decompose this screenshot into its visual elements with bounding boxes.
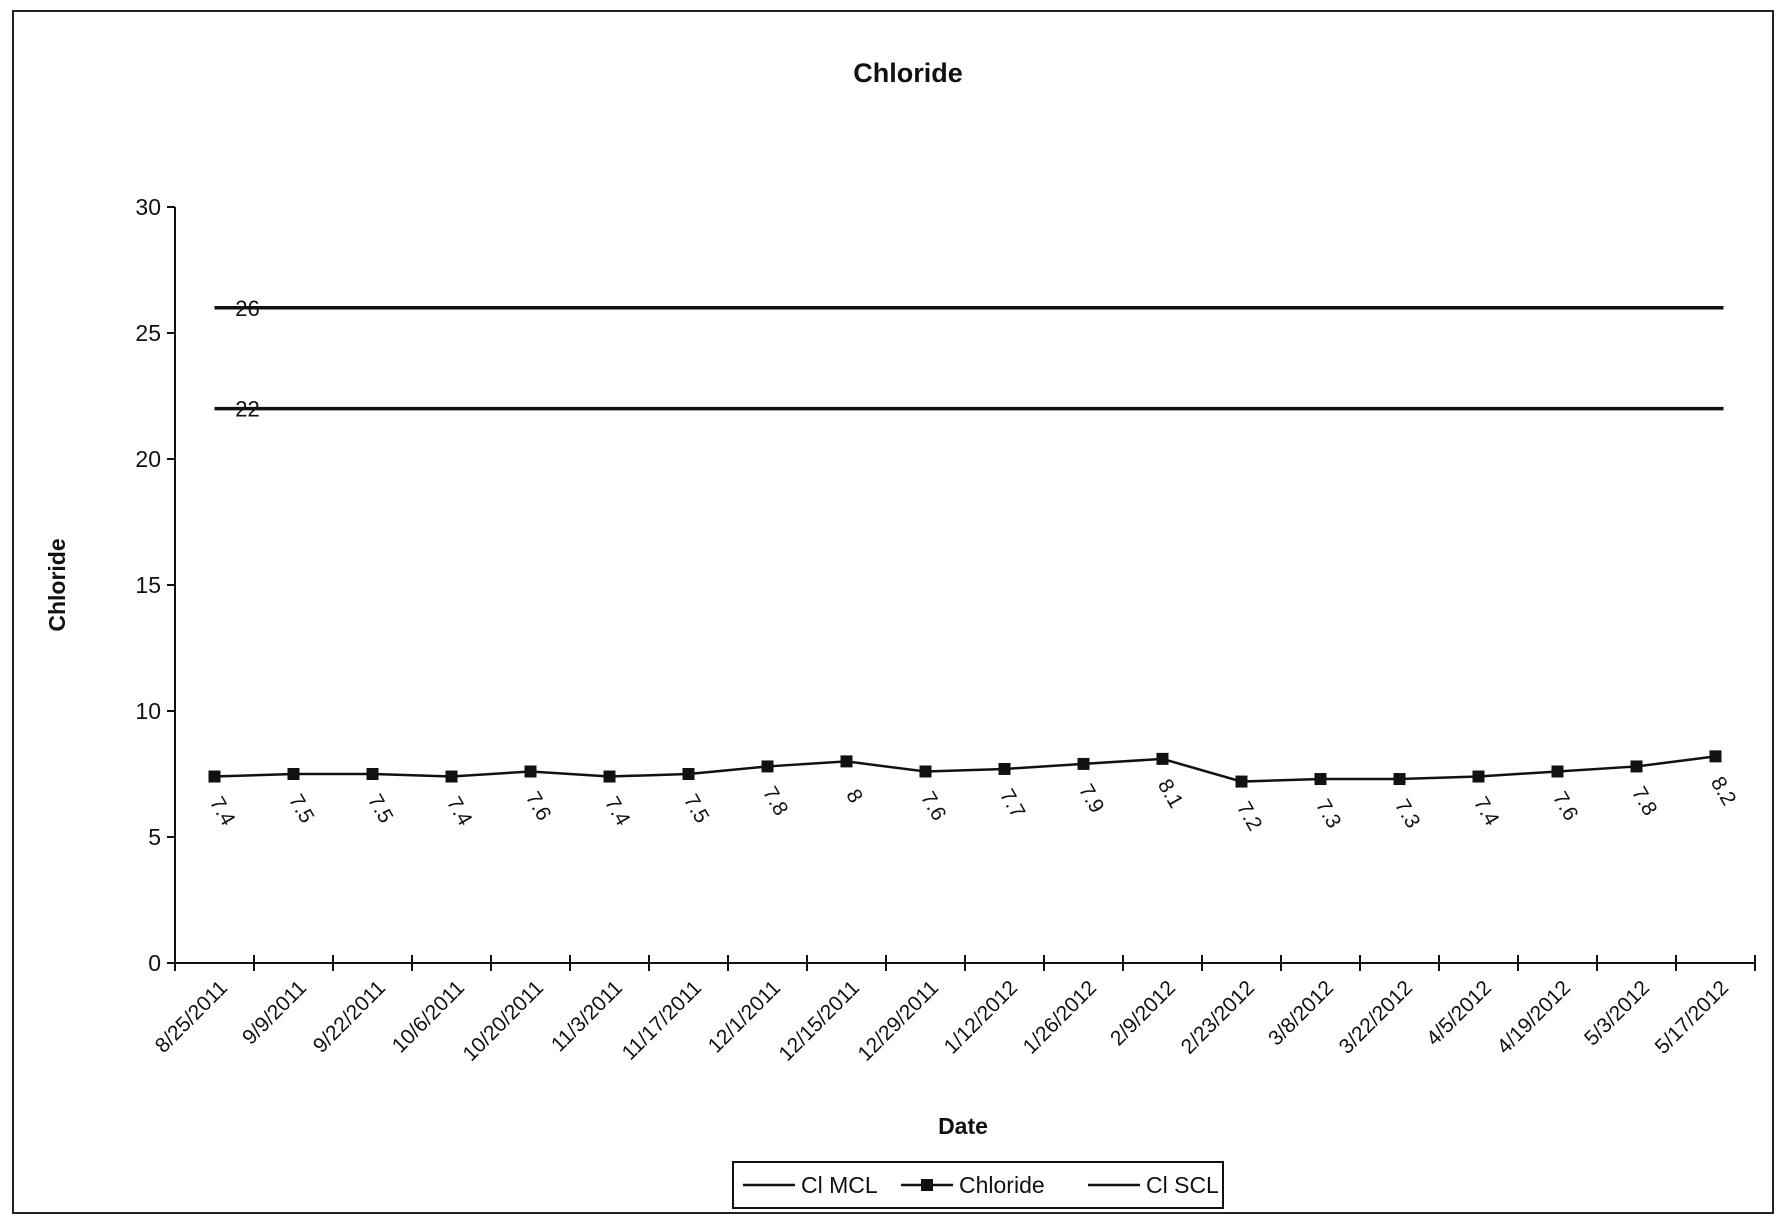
chloride-data-label: 7.5 bbox=[363, 790, 398, 827]
chloride-series: 7.4 7.5 7.5 7.4 7.6 7.4 7.5 7.8 8 7.6 7.7 7.9 8.1 7.2… bbox=[205, 750, 1741, 835]
legend-label-cl-mcl: Cl MCL bbox=[801, 1172, 878, 1198]
legend-box bbox=[732, 1161, 1224, 1209]
x-tick-label: 5/3/2012 bbox=[1580, 976, 1654, 1050]
chloride-data-label: 7.8 bbox=[1627, 783, 1662, 820]
chloride-marker bbox=[445, 770, 458, 783]
chloride-data-label: 8.1 bbox=[1153, 775, 1188, 812]
chart-frame bbox=[12, 10, 1774, 1214]
y-tick-label: 10 bbox=[135, 698, 161, 724]
legend: Cl MCL Chloride Cl SCL bbox=[732, 1161, 1224, 1209]
chloride-data-label: 7.3 bbox=[1311, 795, 1346, 832]
chloride-marker bbox=[1630, 760, 1643, 773]
x-tick-label: 4/19/2012 bbox=[1493, 976, 1575, 1058]
x-tick-label: 5/17/2012 bbox=[1651, 976, 1733, 1058]
y-tick-label: 30 bbox=[135, 194, 161, 220]
x-tick-label: 12/29/2011 bbox=[854, 976, 943, 1065]
chloride-marker bbox=[1393, 773, 1406, 786]
chloride-marker bbox=[524, 765, 537, 778]
chloride-data-label: 7.3 bbox=[1390, 795, 1425, 832]
chloride-data-label: 7.5 bbox=[284, 790, 319, 827]
x-tick-label: 11/3/2011 bbox=[547, 976, 627, 1056]
x-tick-label: 3/8/2012 bbox=[1264, 976, 1338, 1050]
chloride-marker bbox=[603, 770, 616, 783]
y-tick-label: 0 bbox=[148, 950, 161, 976]
chloride-data-label: 7.6 bbox=[521, 788, 556, 825]
x-tick-label: 12/1/2011 bbox=[704, 976, 785, 1057]
cl-scl-data-label: 22 bbox=[235, 397, 259, 422]
chloride-marker bbox=[1077, 757, 1090, 770]
x-tick-label: 2/23/2012 bbox=[1177, 976, 1259, 1058]
chloride-marker bbox=[1314, 773, 1327, 786]
chloride-data-label: 7.4 bbox=[205, 793, 240, 830]
y-tick-label: 25 bbox=[135, 320, 161, 346]
chloride-marker bbox=[1472, 770, 1485, 783]
x-tick-label: 12/15/2011 bbox=[775, 976, 864, 1065]
x-tick-label: 3/22/2012 bbox=[1335, 976, 1417, 1058]
x-tick-label: 10/6/2011 bbox=[388, 976, 469, 1057]
chloride-data-label: 7.4 bbox=[600, 793, 635, 830]
x-tick-label: 11/17/2011 bbox=[618, 976, 706, 1064]
x-tick-label: 2/9/2012 bbox=[1106, 976, 1180, 1050]
chart-title: Chloride bbox=[853, 58, 963, 88]
legend-label-chloride: Chloride bbox=[959, 1172, 1045, 1198]
chloride-data-label: 7.7 bbox=[995, 785, 1030, 822]
chloride-marker bbox=[1551, 765, 1564, 778]
chloride-marker bbox=[1235, 775, 1248, 788]
chloride-marker bbox=[1709, 750, 1722, 763]
x-tick-label: 9/22/2011 bbox=[309, 976, 390, 1057]
chloride-data-label: 8 bbox=[841, 785, 867, 807]
chloride-data-label: 8.2 bbox=[1706, 773, 1741, 810]
chloride-marker bbox=[1156, 752, 1169, 765]
x-tick-label: 4/5/2012 bbox=[1422, 976, 1496, 1050]
chloride-data-label: 7.8 bbox=[758, 783, 793, 820]
legend-label-cl-scl: Cl SCL bbox=[1146, 1172, 1219, 1198]
x-tick-label: 8/25/2011 bbox=[151, 976, 232, 1057]
x-axis-label: Date bbox=[938, 1113, 988, 1139]
chloride-data-label: 7.4 bbox=[442, 793, 477, 830]
chloride-marker bbox=[366, 768, 379, 780]
x-tick-label: 1/26/2012 bbox=[1019, 976, 1101, 1058]
chloride-marker bbox=[761, 760, 774, 773]
y-tick-label: 5 bbox=[148, 824, 161, 850]
y-tick-label: 20 bbox=[135, 446, 161, 472]
chloride-data-label: 7.5 bbox=[679, 790, 714, 827]
chloride-data-label: 7.6 bbox=[916, 788, 951, 825]
y-axis-label: Chloride bbox=[44, 538, 70, 631]
legend-marker-chloride bbox=[921, 1179, 933, 1191]
chloride-data-label: 7.9 bbox=[1074, 780, 1109, 817]
chloride-line bbox=[214, 755, 1716, 783]
y-tick-label: 15 bbox=[135, 572, 161, 598]
chloride-marker bbox=[840, 755, 853, 768]
chloride-marker bbox=[998, 762, 1011, 775]
chloride-marker bbox=[682, 768, 695, 780]
chloride-marker bbox=[919, 765, 932, 778]
chloride-marker bbox=[287, 768, 300, 780]
chloride-data-label: 7.2 bbox=[1232, 798, 1267, 835]
cl-mcl-data-label: 26 bbox=[235, 296, 259, 321]
chloride-data-label: 7.6 bbox=[1548, 788, 1583, 825]
x-tick-label: 9/9/2011 bbox=[238, 976, 311, 1049]
chloride-data-label: 7.4 bbox=[1469, 793, 1504, 830]
x-tick-label: 10/20/2011 bbox=[459, 976, 548, 1065]
x-tick-label: 1/12/2012 bbox=[940, 976, 1022, 1058]
chloride-marker bbox=[208, 770, 221, 783]
reference-lines: 26 22 bbox=[214, 296, 1724, 422]
